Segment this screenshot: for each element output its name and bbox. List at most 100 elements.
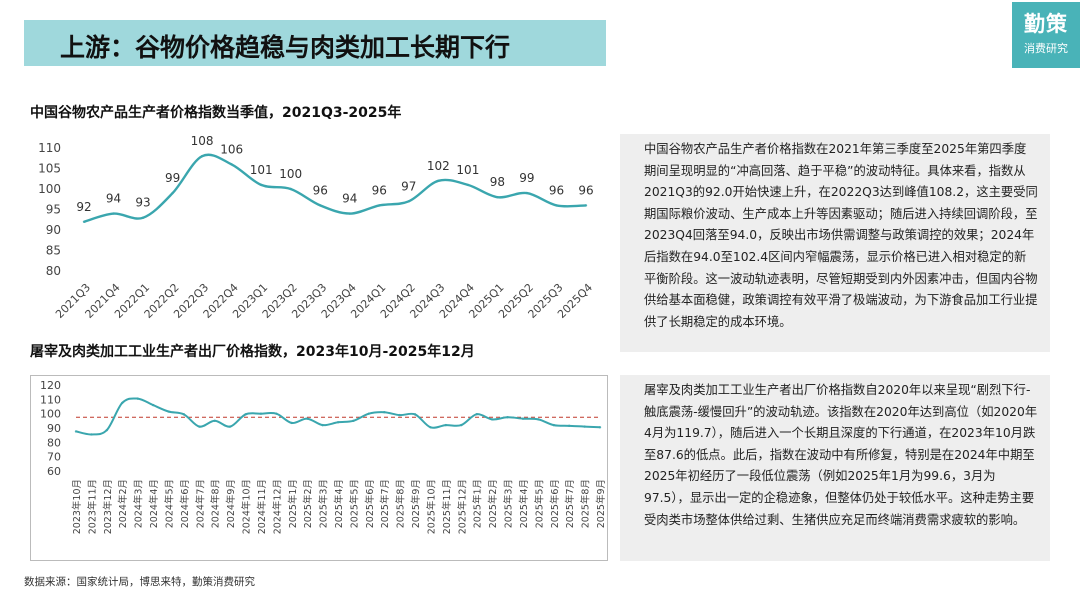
chart2-data-point (305, 417, 309, 420)
chart2-data-point (598, 426, 602, 429)
chart2-xtick-label: 2025年12月 (456, 479, 468, 534)
chart1-data-label: 96 (372, 183, 387, 197)
chart2-xtick-label: 2024年7月 (194, 479, 206, 528)
chart2-ytick-label: 90 (47, 422, 61, 435)
chart1-ytick-label: 85 (46, 244, 61, 258)
chart1-data-point (289, 187, 292, 191)
chart1-data-point (200, 155, 204, 158)
chart1-data-point (584, 204, 588, 207)
chart1-data-label: 99 (519, 171, 534, 185)
chart2-xtick-label: 2024年11月 (256, 479, 268, 534)
chart2-series-line (75, 397, 601, 436)
chart2-data-point (121, 401, 124, 405)
logo-sub-text: 消费研究 (1024, 42, 1068, 55)
chart2-data-point (383, 411, 386, 414)
chart1-data-label: 108 (191, 134, 214, 148)
chart2-data-point (521, 417, 525, 420)
chart2-xtick-label: 2024年6月 (179, 479, 191, 528)
chart2-xtick-label: 2025年5月 (533, 479, 545, 528)
chart2-data-point (90, 433, 93, 436)
chart1-ytick-label: 100 (38, 182, 61, 196)
chart2-xtick-label: 2025年11月 (441, 479, 453, 534)
chart2-xtick-label: 2024年2月 (117, 479, 129, 528)
chart1-ytick-label: 105 (38, 162, 61, 176)
summary-text-bottom: 屠宰及肉类加工工业生产者出厂价格指数自2020年以来呈现“剧烈下行-触底震荡-缓… (644, 383, 1038, 527)
chart2-xtick-label: 2025年4月 (518, 479, 530, 528)
chart1-data-point (466, 183, 470, 187)
title-bar: 上游：谷物价格趋稳与肉类加工长期下行 (24, 20, 606, 66)
chart1-data-label: 97 (401, 179, 416, 193)
chart2-data-point (167, 410, 170, 413)
chart2-xtick-label: 2024年9月 (225, 479, 237, 528)
chart1-data-label: 99 (165, 171, 180, 185)
chart1-data-label: 93 (135, 196, 150, 210)
chart1-data-label: 101 (456, 163, 479, 177)
chart2-data-point (275, 412, 278, 415)
chart1-data-label: 94 (342, 192, 357, 206)
chart2-data-point (198, 425, 201, 428)
chart1-data-point (437, 179, 440, 182)
summary-panel-top: 中国谷物农产品生产者价格指数在2021年第三季度至2025年第四季度期间呈现明显… (620, 134, 1050, 352)
chart2-data-point (537, 418, 540, 421)
chart2-xtick-label: 2025年6月 (549, 479, 561, 528)
chart1-data-label: 92 (76, 200, 91, 214)
chart2-xtick-label: 2025年2月 (302, 479, 314, 528)
chart1-data-label: 98 (490, 175, 505, 189)
chart2-data-point (475, 413, 478, 416)
chart2-xtick-label: 2024年8月 (210, 479, 222, 528)
chart2-xtick-label: 2025年8月 (580, 479, 592, 528)
chart1-data-point (319, 204, 322, 207)
chart2-data-point (105, 428, 109, 432)
chart2-ytick-label: 80 (47, 436, 61, 449)
chart2-data-point (413, 413, 417, 416)
chart1-data-label: 106 (220, 142, 243, 156)
chart1-data-point (259, 183, 263, 187)
chart2-xtick-label: 2025年10月 (425, 479, 437, 534)
chart2-data-point (552, 423, 555, 427)
chart2-ytick-label: 100 (40, 408, 61, 421)
chart2-xtick-label: 2025年1月 (472, 479, 484, 528)
chart1-data-point (348, 212, 351, 215)
chart2-data-point (244, 413, 247, 416)
chart2-xtick-label: 2024年10月 (241, 479, 253, 534)
logo-main-text: 勤策 (1024, 12, 1068, 36)
chart1-data-label: 94 (106, 192, 121, 206)
chart1-data-label: 96 (578, 183, 593, 197)
chart2-data-point (444, 423, 448, 427)
chart1-data-point (171, 191, 174, 195)
chart1: 80 85 90 95 100 105 110 92 94 93 99 108 106 101 100 96 9… (38, 134, 595, 321)
chart1-ytick-label: 95 (46, 203, 61, 217)
chart2-xtick-label: 2025年3月 (503, 479, 515, 528)
chart2-data-point (182, 413, 186, 416)
chart2-data-point (151, 403, 155, 407)
chart2-data-point (74, 430, 78, 433)
chart1-ytick-label: 110 (38, 141, 61, 155)
chart2-xtick-label: 2025年9月 (410, 479, 422, 528)
chart2-ytick-label: 60 (47, 465, 61, 478)
chart1-data-point (378, 204, 381, 207)
chart2-data-point (352, 419, 355, 423)
chart1-data-label: 96 (549, 183, 564, 197)
chart2-data-point (213, 419, 216, 423)
chart2-data-point (583, 425, 586, 428)
chart1-data-label: 96 (313, 183, 328, 197)
chart2-xtick-label: 2023年11月 (86, 479, 98, 534)
chart1-ytick-label: 90 (46, 223, 61, 237)
chart2-xtick-label: 2024年5月 (163, 479, 175, 528)
chart2-xtick-label: 2024年4月 (148, 479, 160, 528)
chart1-data-point (82, 220, 86, 223)
chart1-title: 中国谷物农产品生产者价格指数当季值，2021Q3-2025年 (30, 105, 402, 121)
page-title: 上游：谷物价格趋稳与肉类加工长期下行 (60, 33, 511, 62)
chart2-title: 屠宰及肉类加工工业生产者出厂价格指数，2023年10月-2025年12月 (30, 344, 475, 360)
chart1-data-point (230, 163, 233, 166)
chart1-ytick-label: 80 (46, 264, 61, 278)
chart1-data-point (555, 204, 558, 207)
chart2-xtick-label: 2025年7月 (564, 479, 576, 528)
data-source: 数据来源：国家统计局，博思来特，勤策消费研究 (24, 576, 255, 588)
chart1-data-label: 100 (279, 167, 302, 181)
chart2-frame (30, 375, 608, 561)
chart2-xtick-label: 2025年1月 (287, 479, 299, 528)
chart2-xtick-label: 2023年10月 (71, 479, 83, 534)
chart1-data-point (141, 216, 145, 219)
